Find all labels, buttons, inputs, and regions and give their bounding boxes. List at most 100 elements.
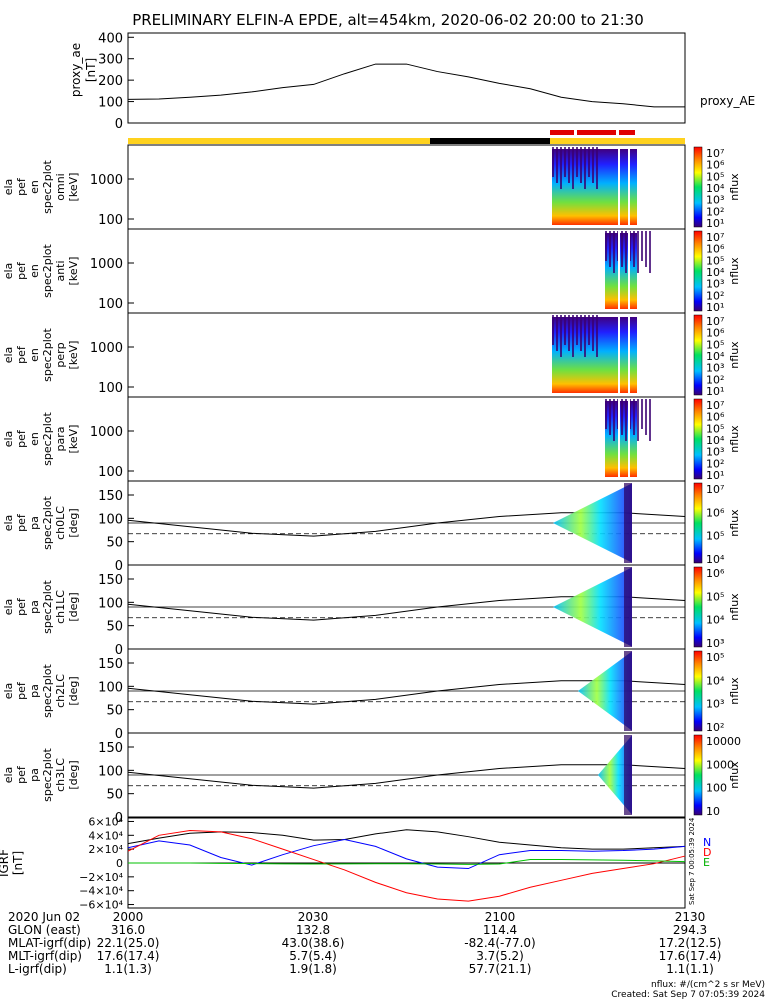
proxy-ae-line (127, 63, 685, 108)
spectrogram-noise (637, 231, 639, 273)
local-pitch-angle-curve (127, 764, 686, 789)
colorbar (693, 230, 703, 312)
footer-cell: 43.0(38.6) (282, 936, 345, 950)
panel-tick-label: 150 (98, 489, 123, 504)
spectrogram-noise (572, 147, 574, 189)
igrf-yunit: [nT] (11, 851, 25, 875)
colorbar (693, 482, 703, 564)
colorbar-tick-label: 10000 (706, 735, 741, 748)
colorbar-tick-label: 10⁴ (706, 350, 725, 363)
igrf-tick-label: 4×10⁴ (88, 829, 123, 842)
panel-tick-label: 1000 (90, 173, 123, 188)
data-gap (628, 399, 630, 479)
colorbar-tick-label: 10³ (706, 278, 724, 291)
panel-tick-label: 150 (98, 657, 123, 672)
data-gap (628, 147, 630, 227)
spectrogram-noise (584, 147, 586, 189)
spectrogram-noise (641, 399, 643, 429)
colorbar-tick-label: 10⁵ (706, 590, 724, 603)
colorbar-tick-label: 10⁵ (706, 254, 724, 267)
footer-cell: 114.4 (483, 923, 517, 937)
colorbar-tick-label: 10³ (706, 362, 724, 375)
panel-ylabel: pef (15, 177, 28, 196)
colorbar-label: nflux (728, 677, 741, 705)
panel-ylabel: [deg] (67, 760, 80, 789)
colorbar-tick-label: 10⁴ (706, 434, 725, 447)
colorbar-tick-label: 10⁷ (706, 315, 724, 328)
colorbar-tick-label: 10⁴ (706, 182, 725, 195)
created-note: Created: Sat Sep 7 07:05:39 2024 (611, 990, 765, 1000)
spectrogram-noise (556, 147, 558, 183)
spectrogram-noise (576, 147, 578, 177)
colorbar-tick-label: 10⁴ (706, 614, 725, 627)
colorbar-tick-label: 10² (706, 373, 724, 386)
footer-cell: 316.0 (111, 923, 145, 937)
panel-tick-label: 100 (98, 381, 123, 396)
panel-ylabel: [deg] (67, 508, 80, 537)
proxy-right-label: proxy_AE (700, 94, 755, 108)
igrf-series-line (127, 838, 686, 870)
spectrogram-noise (625, 231, 627, 273)
colorbar-tick-label: 10⁴ (706, 266, 725, 279)
pitch-angle-data (553, 567, 632, 647)
spectrogram-noise (560, 147, 562, 189)
igrf-ylabel: IGRF (0, 849, 11, 877)
proxy-ylabel: proxy_ae (69, 43, 83, 97)
spectrogram-noise (588, 315, 590, 345)
panel-ylabel: [deg] (67, 592, 80, 621)
igrf-tick-label: 6×10⁴ (88, 815, 123, 828)
panel-frame (127, 396, 686, 482)
panel-tick-label: 100 (98, 297, 123, 312)
spectrogram-noise (592, 315, 594, 351)
spectrogram-noise (584, 315, 586, 357)
spectrogram-noise (580, 147, 582, 183)
panel-ylabel: ch2LC (54, 674, 67, 708)
colorbar-tick-label: 10¹ (706, 469, 724, 482)
panel-ylabel: [keV] (67, 425, 80, 454)
panel-ylabel: pef (15, 765, 28, 784)
spectrogram-noise (613, 399, 615, 441)
panel-ylabel: omni (54, 173, 67, 200)
colorbar (693, 650, 703, 732)
colorbar (693, 314, 703, 396)
colorbar-tick-label: 10³ (706, 637, 724, 650)
pitch-angle-panel: ela pef pa spec2plot ch2LC [deg] 150 100 50 0 10⁵ 1… (2, 648, 741, 742)
panel-tick-label: 50 (106, 704, 123, 719)
proxy-ae-panel: 400 300 200 100 0 proxy_ae [nT] proxy_AE (69, 31, 755, 132)
spectrogram-noise (633, 231, 635, 267)
igrf-tick-label: −2×10⁴ (79, 871, 123, 884)
spectrogram-noise (645, 399, 647, 435)
panel-ylabel: spec2plot (41, 412, 54, 466)
panel-ylabel: pa (28, 516, 41, 530)
panel-tick-label: 1000 (90, 425, 123, 440)
panel-tick-label: 100 (98, 680, 123, 695)
panel-ylabel: ela (2, 179, 15, 196)
colorbar-tick-label: 10⁵ (706, 651, 724, 664)
science-zone-marker (550, 130, 574, 135)
colorbar (693, 734, 703, 816)
panel-tick-label: 100 (98, 596, 123, 611)
igrf-legend-e: E (703, 856, 710, 869)
proxy-tick-label: 0 (115, 117, 123, 132)
colorbar-tick-label: 10¹ (706, 217, 724, 230)
panel-tick-label: 0 (115, 643, 123, 658)
panel-tick-label: 100 (98, 764, 123, 779)
spectrogram-noise (592, 147, 594, 183)
spectrogram-noise (568, 315, 570, 351)
spectrogram-noise (560, 315, 562, 357)
colorbar-tick-label: 10⁵ (706, 170, 724, 183)
panel-ylabel: pef (15, 429, 28, 448)
panel-ylabel: [keV] (67, 341, 80, 370)
footer-cell: 17.6(17.4) (97, 949, 160, 963)
colorbar-tick-label: 10⁷ (706, 483, 724, 496)
panel-ylabel: ch0LC (54, 506, 67, 540)
panel-ylabel: en (28, 264, 41, 278)
spectrogram-noise (564, 147, 566, 177)
panel-ylabel: ela (2, 683, 15, 700)
pitch-angle-data (553, 483, 632, 563)
colorbar-tick-label: 10³ (706, 698, 724, 711)
panel-ylabel: pa (28, 768, 41, 782)
colorbar-tick-label: 10⁴ (706, 553, 725, 566)
colorbar-tick-label: 10² (706, 457, 724, 470)
colorbar-label: nflux (728, 509, 741, 537)
